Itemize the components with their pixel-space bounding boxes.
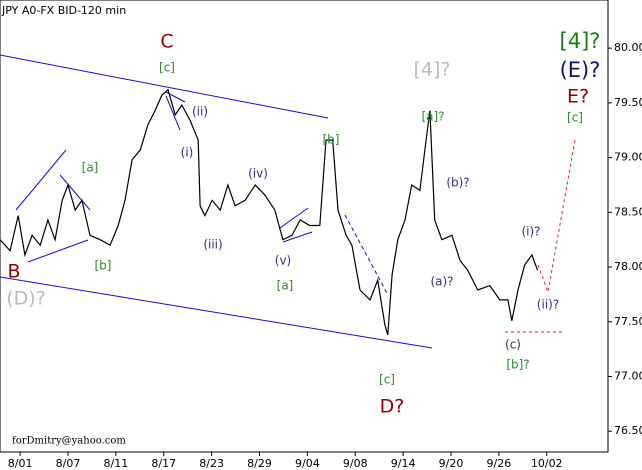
y-tick-label: 76.50 (614, 424, 642, 437)
x-tick-label: 9/08 (343, 457, 368, 470)
x-tick-label: 8/17 (151, 457, 176, 470)
x-tick-label: 8/11 (104, 457, 129, 470)
y-tick-label: 78.00 (614, 260, 642, 273)
wave-label: [4]? (414, 59, 451, 81)
wave-label: (E)? (560, 58, 601, 82)
x-tick-label: 9/26 (486, 457, 511, 470)
x-tick-label: 9/14 (391, 457, 416, 470)
wave-label: [a] (82, 161, 99, 175)
x-tick-label: 8/23 (199, 457, 224, 470)
wave-label: C (160, 31, 173, 53)
y-tick-label: 79.00 (614, 151, 642, 164)
plot-frame (0, 0, 609, 453)
y-tick-label: 80.00 (614, 41, 642, 54)
wedge-line (279, 207, 309, 229)
x-tick-label: 8/29 (247, 457, 272, 470)
wave-label: (ii) (192, 105, 208, 119)
channel-upper (0, 54, 329, 119)
wave-label: [b] (323, 133, 340, 147)
wave-label: (i) (181, 146, 194, 160)
wave-label: (b)? (446, 176, 469, 190)
wave-label: [a] (277, 279, 294, 293)
wave-label: [b] (95, 259, 112, 273)
y-tick-label: 77.50 (614, 315, 642, 328)
wave-label: [4]? (560, 29, 601, 53)
wave-label: D? (380, 396, 405, 418)
wave-label: [c] (567, 111, 583, 125)
wave-label: B (7, 261, 20, 283)
dashed-line (344, 214, 389, 296)
projection (505, 139, 576, 333)
wave-label: [a]? (421, 110, 444, 124)
wedge-line (59, 174, 91, 211)
wave-label: (a)? (430, 275, 453, 289)
wave-label: (v) (275, 254, 291, 268)
y-tick-label: 79.50 (614, 96, 642, 109)
y-tick-label: 78.50 (614, 205, 642, 218)
wave-label: (D)? (6, 288, 46, 310)
x-tick-label: 9/04 (295, 457, 320, 470)
wave-label: E? (567, 86, 589, 108)
wave-label: (i)? (521, 225, 540, 239)
wave-label: [c] (379, 373, 395, 387)
wedge-line (282, 231, 313, 243)
wave-label: (iv) (248, 167, 268, 181)
chart-title: JPY A0-FX BID-120 min (1, 4, 126, 17)
x-tick-label: 8/07 (56, 457, 81, 470)
wave-label: [c] (159, 61, 175, 75)
wave-label: (iii) (203, 238, 222, 252)
y-tick-label: 77.00 (614, 369, 642, 382)
x-tick-label: 9/20 (439, 457, 464, 470)
price-line (0, 88, 539, 336)
wave-label: (ii)? (537, 298, 559, 312)
wave-label: [b]? (506, 358, 529, 372)
wave-label: (c) (505, 338, 521, 352)
x-tick-label: 10/02 (531, 457, 563, 470)
wedge-line (27, 239, 89, 263)
x-tick-label: 8/01 (8, 457, 33, 470)
footer: forDmitry@yahoo.com (12, 436, 126, 447)
wedge-line (165, 95, 181, 131)
wedge-line (15, 149, 67, 211)
channel-lower (0, 276, 433, 349)
